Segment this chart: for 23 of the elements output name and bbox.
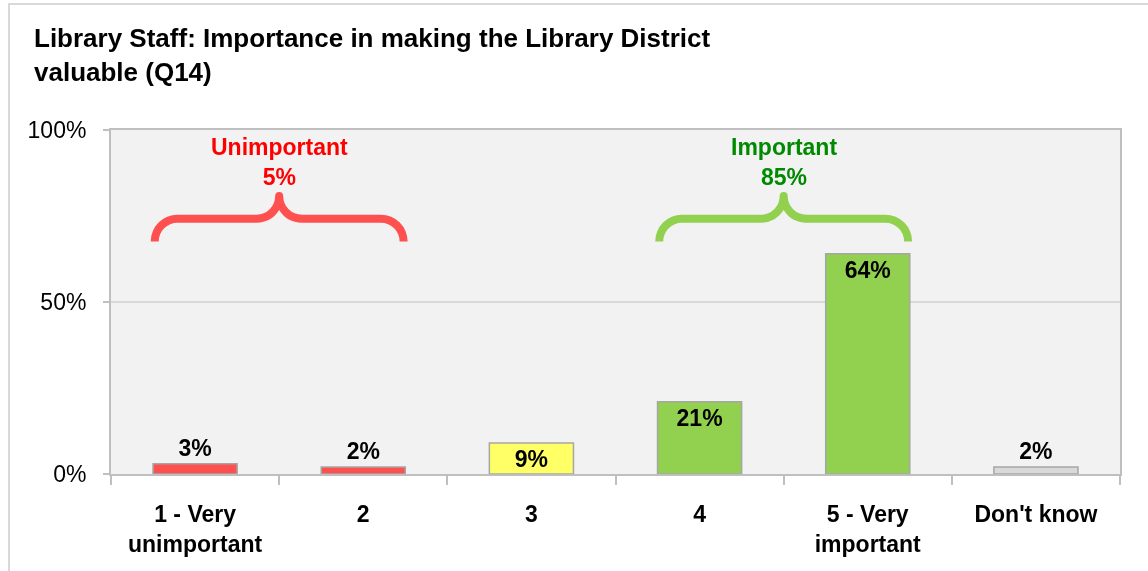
y-tick-label: 100%: [27, 117, 87, 144]
y-tick-label: 0%: [53, 461, 87, 488]
x-tick-label: 1 - Very unimportant: [128, 500, 263, 557]
data-label: 3%: [178, 434, 212, 461]
data-label: 2%: [1019, 438, 1053, 465]
data-label: 21%: [676, 404, 723, 431]
annotation: Important 85%: [731, 134, 838, 190]
annotation: Unimportant 5%: [211, 134, 349, 190]
bar: [152, 462, 238, 474]
x-tick-label: 2: [356, 500, 370, 527]
bar: [824, 253, 911, 474]
data-label: 64%: [844, 256, 891, 283]
bar: [993, 466, 1079, 474]
data-label: 9%: [514, 446, 549, 473]
bar: [656, 401, 743, 474]
data-label: 2%: [346, 438, 380, 465]
bar: [320, 466, 407, 474]
chart-title: Library Staff: Importance in making the Library District valuable (Q14): [34, 22, 711, 87]
y-tick-label: 50%: [40, 289, 87, 316]
x-tick-label: Don't know: [974, 500, 1098, 527]
x-tick-label: 5 - Very important: [814, 500, 922, 557]
x-tick-label: 4: [693, 500, 707, 527]
x-tick-label: 3: [525, 500, 538, 527]
